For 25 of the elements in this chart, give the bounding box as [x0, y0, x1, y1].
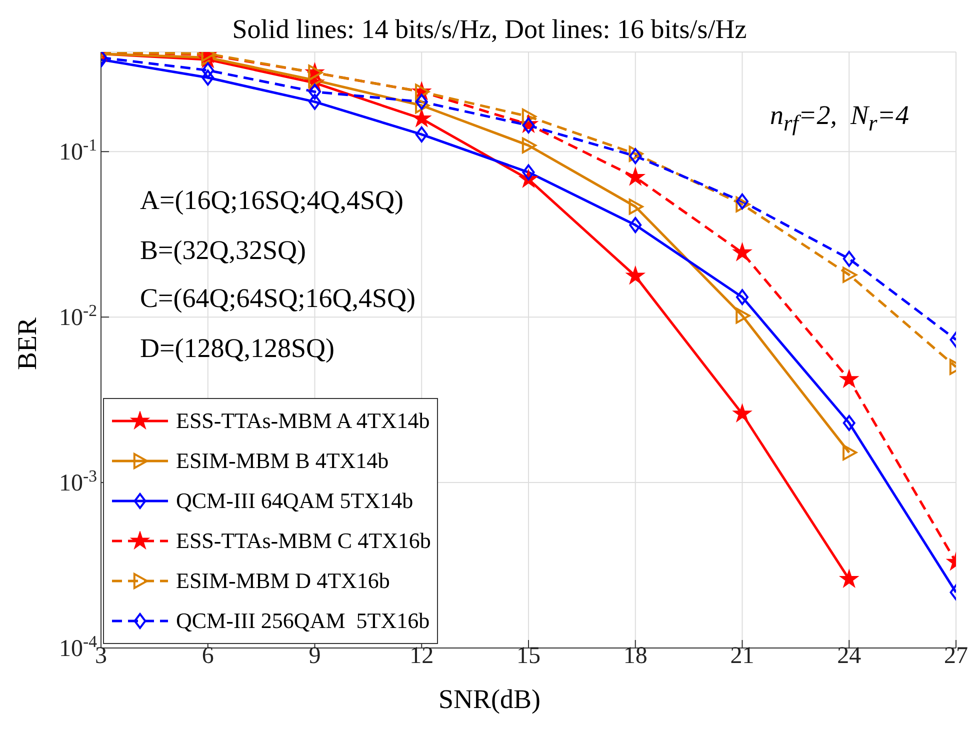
x-tick-label: 6 [202, 643, 214, 670]
x-tick-label: 15 [516, 643, 540, 670]
legend-label: ESIM-MBM D 4TX16b [176, 568, 390, 594]
y-axis-title: BER [12, 317, 42, 370]
y-tick-label: 10$^{-2}$ [59, 300, 97, 332]
x-tick-label: 18 [623, 643, 648, 670]
legend-label: QCM-III 256QAM 5TX16b [176, 608, 430, 634]
x-tick-label: 12 [410, 643, 434, 670]
annotation: D=(128Q,128SQ) [140, 333, 334, 363]
y-tick-label: 10$^{-1}$ [59, 135, 97, 166]
x-tick-label: 27 [944, 643, 968, 670]
annotation: B=(32Q,32SQ) [140, 235, 306, 265]
legend-label: ESS-TTAs-MBM C 4TX16b [176, 528, 431, 554]
x-tick-label: 24 [837, 643, 862, 670]
legend-label: ESIM-MBM B 4TX14b [176, 448, 389, 474]
x-tick-label: 9 [308, 643, 321, 670]
x-tick-label: 21 [730, 643, 754, 670]
chart-title: Solid lines: 14 bits/s/Hz, Dot lines: 16 bits/s/Hz [232, 14, 747, 44]
legend-label: ESS-TTAs-MBM A 4TX14b [176, 408, 430, 434]
annotation: C=(64Q;64SQ;16Q,4SQ) [140, 283, 416, 313]
y-tick-label: 10$^{-3}$ [59, 466, 97, 497]
annotation: n$_{rf}$=2, N$_{r}$=4 [770, 100, 909, 136]
legend-label: QCM-III 64QAM 5TX14b [176, 488, 414, 514]
annotation: A=(16Q;16SQ;4Q,4SQ) [140, 185, 404, 215]
x-axis-title: SNR(dB) [438, 684, 540, 714]
